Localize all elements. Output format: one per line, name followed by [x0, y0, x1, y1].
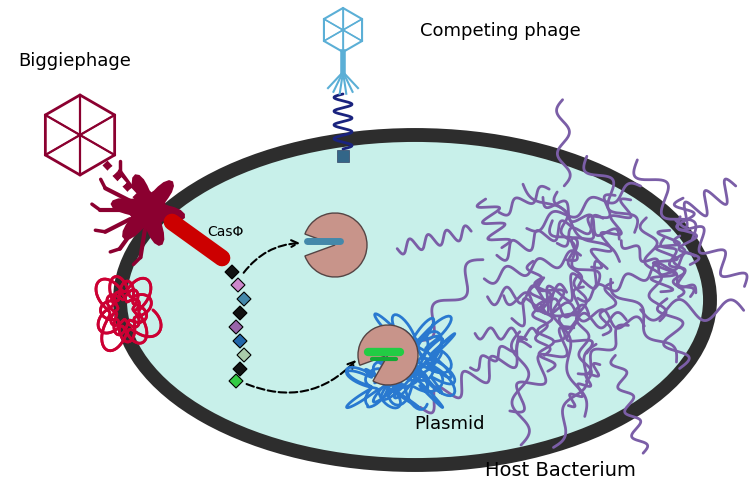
- Polygon shape: [237, 348, 251, 362]
- Text: Host Bacterium: Host Bacterium: [484, 461, 635, 480]
- Polygon shape: [231, 278, 245, 292]
- Polygon shape: [233, 362, 247, 376]
- Polygon shape: [225, 265, 239, 279]
- Text: Plasmid: Plasmid: [415, 415, 485, 433]
- Polygon shape: [233, 334, 247, 348]
- Polygon shape: [110, 174, 185, 246]
- Text: CasΦ: CasΦ: [207, 225, 243, 239]
- Wedge shape: [358, 325, 418, 385]
- Polygon shape: [233, 306, 247, 320]
- Polygon shape: [229, 374, 243, 388]
- Wedge shape: [305, 213, 367, 277]
- Text: Biggiephage: Biggiephage: [19, 52, 131, 70]
- Polygon shape: [229, 320, 243, 334]
- Ellipse shape: [120, 135, 710, 465]
- Polygon shape: [237, 292, 251, 306]
- Bar: [337, 150, 349, 162]
- Text: Competing phage: Competing phage: [420, 22, 580, 40]
